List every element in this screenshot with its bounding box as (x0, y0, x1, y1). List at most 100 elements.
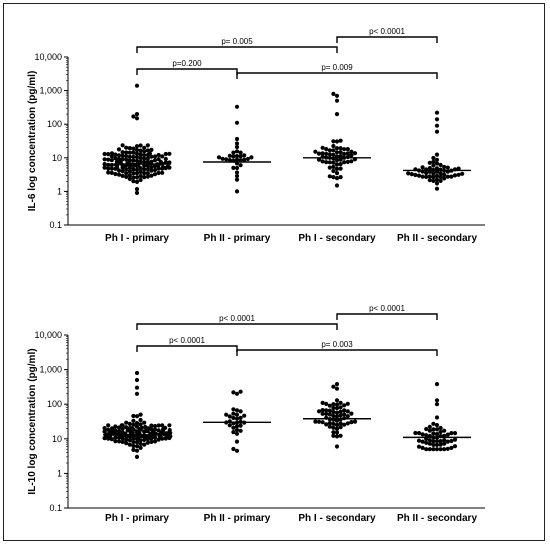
data-point (434, 161, 440, 166)
data-point (234, 391, 240, 396)
data-point (113, 171, 118, 177)
data-point (460, 171, 465, 176)
data-point (231, 407, 236, 412)
data-point (120, 430, 125, 435)
data-point (102, 426, 107, 431)
data-point (116, 147, 122, 152)
data-point (142, 149, 147, 154)
data-point (424, 447, 429, 452)
data-point (152, 424, 158, 429)
data-point (334, 139, 340, 144)
data-point (163, 151, 168, 157)
data-point (434, 166, 440, 171)
data-point (234, 424, 240, 429)
data-point (327, 421, 332, 426)
data-point (134, 448, 140, 453)
data-point (327, 174, 332, 179)
y-tick-label: 1,000 (39, 86, 62, 96)
data-point (338, 175, 343, 180)
data-point (106, 427, 111, 432)
data-point (131, 175, 136, 180)
data-point (327, 424, 332, 429)
data-point (120, 439, 125, 444)
data-point (149, 173, 154, 178)
data-point (434, 427, 440, 432)
data-point (116, 153, 122, 158)
data-point (127, 421, 132, 426)
data-point (434, 123, 440, 128)
data-point (220, 156, 225, 161)
data-point (134, 158, 140, 163)
data-point (338, 162, 343, 167)
data-point (127, 426, 132, 431)
data-point (102, 151, 107, 157)
data-point (438, 174, 443, 180)
data-point (152, 158, 158, 163)
data-point (131, 158, 136, 163)
data-point (152, 154, 158, 159)
data-point (142, 442, 147, 447)
data-point (142, 167, 147, 172)
data-point (409, 172, 414, 177)
data-point (127, 146, 132, 151)
data-point (427, 166, 432, 171)
data-point (342, 403, 347, 408)
data-point (334, 386, 340, 391)
data-point (434, 423, 440, 428)
data-point (434, 117, 440, 122)
data-point (134, 167, 140, 172)
data-point (334, 158, 340, 163)
data-point (316, 151, 322, 156)
data-point (334, 112, 340, 117)
data-point (338, 138, 343, 143)
data-point (134, 421, 140, 426)
data-point (431, 421, 436, 426)
data-point (102, 429, 107, 434)
data-point (234, 141, 240, 146)
data-point (427, 424, 432, 429)
data-point (134, 414, 140, 419)
data-point (445, 446, 450, 451)
data-point (134, 454, 140, 459)
bracket-line (136, 68, 238, 75)
data-point (313, 419, 318, 424)
data-point (163, 436, 168, 441)
data-point (234, 189, 240, 194)
data-point (338, 433, 343, 438)
p-value-label: p= 0.009 (321, 63, 353, 72)
data-point (442, 441, 447, 446)
data-point (134, 83, 140, 88)
data-point (431, 439, 436, 444)
p-value-label: p= 0.003 (321, 340, 353, 349)
data-point (334, 146, 340, 151)
data-point (424, 433, 429, 438)
data-point (134, 440, 140, 445)
y-tick-label: 1 (57, 468, 62, 478)
y-tick-label: 10 (52, 153, 62, 163)
y-tick-label: 100 (47, 399, 62, 409)
data-point (120, 153, 125, 158)
data-point (349, 153, 354, 158)
data-point (434, 432, 440, 437)
data-point (145, 171, 150, 176)
data-point (320, 420, 325, 425)
data-point (334, 418, 340, 423)
data-point (334, 176, 340, 181)
data-point (349, 411, 354, 416)
data-point (434, 129, 440, 134)
data-point (338, 166, 343, 171)
data-point (452, 437, 458, 442)
data-point (420, 439, 425, 444)
data-point (416, 431, 422, 436)
data-point (142, 145, 147, 150)
data-point (234, 144, 240, 150)
data-point (124, 174, 129, 179)
data-point (434, 181, 440, 186)
data-point (431, 447, 436, 452)
data-point (134, 155, 140, 160)
data-point (106, 170, 111, 175)
data-point (152, 172, 158, 177)
data-point (331, 413, 336, 419)
data-point (334, 422, 340, 427)
data-point (324, 408, 329, 413)
